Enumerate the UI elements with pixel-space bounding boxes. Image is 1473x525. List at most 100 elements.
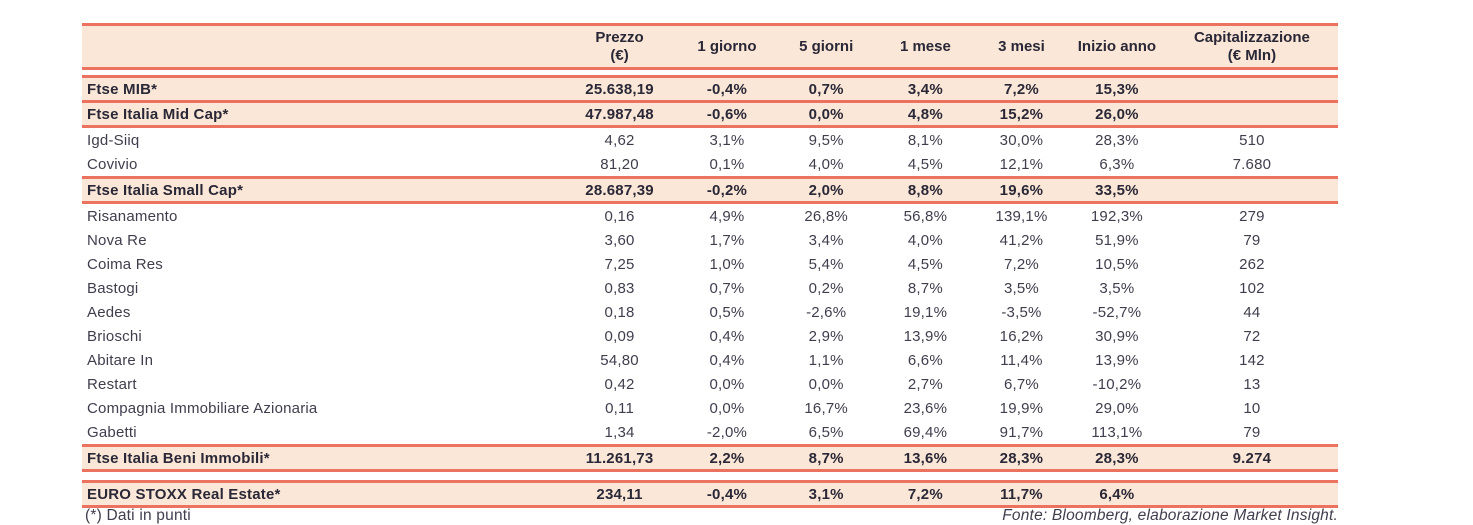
cell-5-giorni: 0,7% <box>808 80 844 98</box>
cell-1-mese: 23,6% <box>903 399 948 417</box>
row-label: Covivio <box>87 155 138 173</box>
cell-1-giorno: 0,1% <box>709 155 745 173</box>
cell-inizio-anno: 28,3% <box>1095 131 1139 149</box>
cell-prezzo: 0,09 <box>604 327 635 345</box>
cell-1-mese: 6,6% <box>907 351 943 369</box>
cell-1-mese: 8,1% <box>907 131 943 149</box>
column-header-inizio-anno: Inizio anno <box>1077 37 1157 55</box>
cell-prezzo: 0,83 <box>604 279 635 297</box>
cell-3-mesi: 19,9% <box>999 399 1044 417</box>
cell-5-giorni: -2,6% <box>806 303 847 321</box>
table-row-covivio: Covivio 81,20 0,1% 4,0% 4,5% 12,1% 6,3% 7.680 <box>82 152 1338 176</box>
cell-1-giorno: 2,2% <box>709 449 745 467</box>
cell-5-giorni: 8,7% <box>808 449 844 467</box>
cell-inizio-anno: 29,0% <box>1095 399 1139 417</box>
cell-3-mesi: 19,6% <box>999 181 1044 199</box>
cell-1-mese: 8,8% <box>907 181 943 199</box>
section-gap <box>82 472 1338 480</box>
row-label: Coima Res <box>87 255 163 273</box>
cell-1-mese: 69,4% <box>903 423 948 441</box>
table-footer: (*) Dati in punti Fonte: Bloomberg, elab… <box>82 507 1338 525</box>
cell-prezzo: 47.987,48 <box>585 105 654 123</box>
cell-3-mesi: 3,5% <box>1003 279 1039 297</box>
cell-5-giorni: 0,0% <box>808 375 844 393</box>
cell-1-mese: 4,5% <box>907 255 943 273</box>
cell-5-giorni: 2,9% <box>808 327 844 345</box>
cell-3-mesi: 11,7% <box>1000 485 1043 503</box>
cell-1-mese: 2,7% <box>907 375 943 393</box>
cell-prezzo: 234,11 <box>596 485 643 503</box>
cell-3-mesi: 139,1% <box>995 207 1048 225</box>
cell-1-mese: 7,2% <box>907 485 943 503</box>
column-header-5-giorni: 5 giorni <box>799 37 854 55</box>
cell-3-mesi: -3,5% <box>1001 303 1042 321</box>
cell-3-mesi: 16,2% <box>999 327 1044 345</box>
cell-inizio-anno: 26,0% <box>1095 105 1139 123</box>
cell-prezzo: 11.261,73 <box>585 449 654 467</box>
cell-prezzo: 1,34 <box>604 423 635 441</box>
cell-1-mese: 19,1% <box>903 303 948 321</box>
cell-1-mese: 8,7% <box>907 279 943 297</box>
cell-1-giorno: 3,1% <box>709 131 745 149</box>
cell-3-mesi: 7,2% <box>1003 255 1039 273</box>
cell-3-mesi: 7,2% <box>1003 80 1039 98</box>
cell-1-mese: 4,5% <box>907 155 943 173</box>
cell-3-mesi: 15,2% <box>999 105 1044 123</box>
cell-3-mesi: 30,0% <box>999 131 1044 149</box>
cell-3-mesi: 91,7% <box>999 423 1044 441</box>
cell-capitalizzazione: 279 <box>1239 207 1265 225</box>
cell-1-giorno: 0,0% <box>709 399 745 417</box>
row-label: Igd-Siiq <box>87 131 140 149</box>
cell-capitalizzazione: 142 <box>1239 351 1265 369</box>
row-label: Aedes <box>87 303 131 321</box>
cell-inizio-anno: 30,9% <box>1095 327 1139 345</box>
table-row-restart: Restart 0,42 0,0% 0,0% 2,7% 6,7% -10,2% 13 <box>82 372 1338 396</box>
table-row-igd-siiq: Igd-Siiq 4,62 3,1% 9,5% 8,1% 30,0% 28,3% 510 <box>82 128 1338 152</box>
row-label: Abitare In <box>87 351 154 369</box>
cell-capitalizzazione: 7.680 <box>1232 155 1272 173</box>
table-row-ftse-mib: Ftse MIB* 25.638,19 -0,4% 0,7% 3,4% 7,2% 15,3% <box>82 75 1338 103</box>
cell-prezzo: 0,16 <box>604 207 635 225</box>
cell-prezzo: 7,25 <box>604 255 635 273</box>
cell-capitalizzazione: 262 <box>1239 255 1265 273</box>
cell-prezzo: 81,20 <box>600 155 639 173</box>
cell-3-mesi: 6,7% <box>1003 375 1039 393</box>
table-row-risanamento: Risanamento 0,16 4,9% 26,8% 56,8% 139,1% 192,3… <box>82 204 1338 228</box>
cell-5-giorni: 0,0% <box>808 105 844 123</box>
table-row-ftse-italia-mid-cap: Ftse Italia Mid Cap* 47.987,48 -0,6% 0,0% 4,… <box>82 103 1338 128</box>
table-row-abitare-in: Abitare In 54,80 0,4% 1,1% 6,6% 11,4% 13,9% 142 <box>82 348 1338 372</box>
cell-inizio-anno: 33,5% <box>1095 181 1139 199</box>
table-row-aedes: Aedes 0,18 0,5% -2,6% 19,1% -3,5% -52,7% 44 <box>82 300 1338 324</box>
cell-inizio-anno: 192,3% <box>1090 207 1143 225</box>
cell-1-giorno: 1,7% <box>709 231 745 249</box>
cell-prezzo: 0,42 <box>604 375 635 393</box>
cell-capitalizzazione: 510 <box>1239 131 1265 149</box>
cell-1-giorno: -2,0% <box>706 423 748 441</box>
column-header-capitalizzazione: Capitalizzazione (€ Mln) <box>1193 28 1310 64</box>
cell-1-giorno: 0,4% <box>709 351 745 369</box>
cell-5-giorni: 26,8% <box>804 207 848 225</box>
cell-5-giorni: 0,2% <box>808 279 844 297</box>
table-row-coima-res: Coima Res 7,25 1,0% 5,4% 4,5% 7,2% 10,5% 262 <box>82 252 1338 276</box>
cell-inizio-anno: -52,7% <box>1092 303 1142 321</box>
cell-1-giorno: -0,4% <box>706 485 748 503</box>
cell-inizio-anno: 6,4% <box>1099 485 1135 503</box>
row-label: Ftse Italia Beni Immobili* <box>87 449 270 467</box>
table-row-euro-stoxx-real-estate: EURO STOXX Real Estate* 234,11 -0,4% 3,1% 7,… <box>82 480 1338 508</box>
row-label: Risanamento <box>87 207 178 225</box>
cell-inizio-anno: 15,3% <box>1095 80 1139 98</box>
source-attribution: Fonte: Bloomberg, elaborazione Market In… <box>1002 507 1338 524</box>
table-row-ftse-italia-beni-immobili: Ftse Italia Beni Immobili* 11.261,73 2,2% 8… <box>82 444 1338 472</box>
cell-capitalizzazione: 10 <box>1243 399 1261 417</box>
cell-capitalizzazione: 72 <box>1243 327 1261 345</box>
cell-3-mesi: 12,1% <box>999 155 1044 173</box>
cell-5-giorni: 2,0% <box>808 181 844 199</box>
cell-5-giorni: 16,7% <box>804 399 848 417</box>
cell-prezzo: 0,11 <box>605 399 634 417</box>
cell-5-giorni: 5,4% <box>808 255 844 273</box>
column-header-3-mesi: 3 mesi <box>998 37 1045 55</box>
table-row-bastogi: Bastogi 0,83 0,7% 0,2% 8,7% 3,5% 3,5% 102 <box>82 276 1338 300</box>
cell-1-giorno: 4,9% <box>709 207 745 225</box>
column-header-1-giorno: 1 giorno <box>697 37 757 55</box>
table-header-row: Prezzo (€) 1 giorno 5 giorni 1 mese 3 mesi Ini… <box>82 23 1338 70</box>
